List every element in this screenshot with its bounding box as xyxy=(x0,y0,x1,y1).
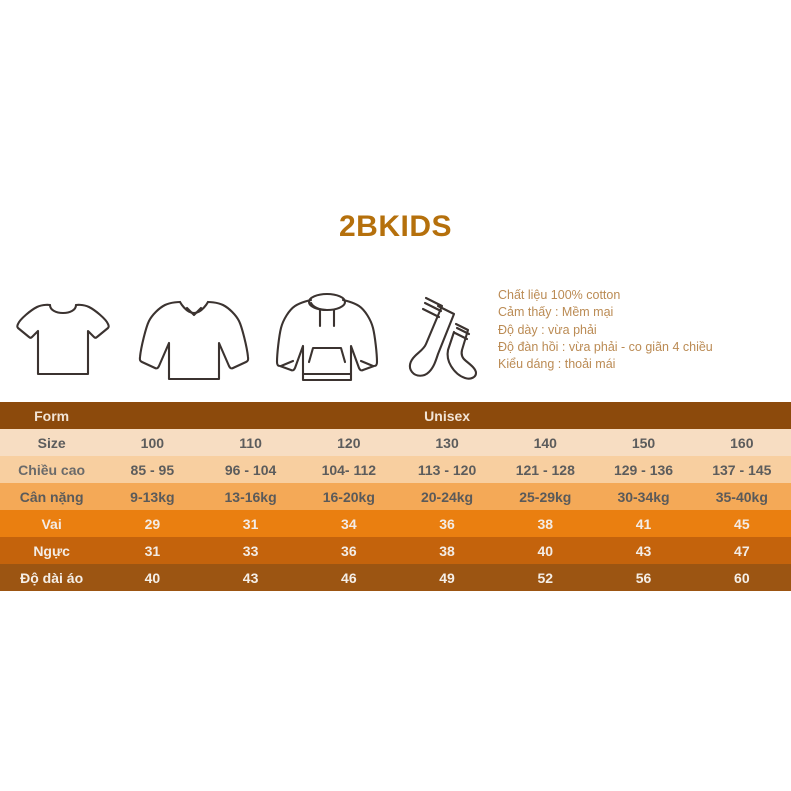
cell-height-0: 85 - 95 xyxy=(103,456,202,483)
cell-size-0: 100 xyxy=(103,429,202,456)
fabric-spec-elasticity: Độ đàn hồi : vừa phải - co giãn 4 chiều xyxy=(498,339,713,354)
fabric-spec-feel: Cảm thấy : Mềm mại xyxy=(498,305,614,320)
cell-shoulder-0: 29 xyxy=(103,510,202,537)
table-row-form: Form Unisex xyxy=(0,402,791,429)
socks-icon xyxy=(404,294,488,389)
long-sleeve-shirt-icon xyxy=(138,291,250,392)
cell-length-1: 43 xyxy=(201,564,300,591)
cell-height-6: 137 - 145 xyxy=(692,456,791,483)
hoodie-icon xyxy=(275,288,379,395)
fabric-spec-list: Chất liệu 100% cotton Cảm thấy : Mềm mại… xyxy=(498,287,791,373)
cell-height-3: 113 - 120 xyxy=(397,456,497,483)
cell-height-4: 121 - 128 xyxy=(496,456,595,483)
table-row-shoulder: Vai 29 31 34 36 38 41 45 xyxy=(0,510,791,537)
cell-weight-6: 35-40kg xyxy=(692,483,791,510)
form-value-unisex: Unisex xyxy=(103,402,791,429)
cell-chest-3: 38 xyxy=(397,537,497,564)
cell-size-2: 120 xyxy=(299,429,398,456)
row-label-size: Size xyxy=(0,429,104,456)
fabric-spec-fit: Kiểu dáng : thoải mái xyxy=(498,357,616,372)
cell-size-3: 130 xyxy=(397,429,497,456)
size-chart-table: Form Unisex Size 100 110 120 130 140 150… xyxy=(0,402,791,591)
fabric-spec-thickness: Độ dày : vừa phải xyxy=(498,322,597,337)
cell-shoulder-5: 41 xyxy=(594,510,693,537)
cell-shoulder-3: 36 xyxy=(397,510,497,537)
cell-chest-0: 31 xyxy=(103,537,202,564)
cell-shoulder-6: 45 xyxy=(692,510,791,537)
tshirt-icon xyxy=(13,293,113,390)
cell-size-5: 150 xyxy=(594,429,693,456)
cell-size-4: 140 xyxy=(496,429,595,456)
fabric-spec-material: Chất liệu 100% cotton xyxy=(498,288,621,302)
table-row-height: Chiều cao 85 - 95 96 - 104 104- 112 113 … xyxy=(0,456,791,483)
cell-height-1: 96 - 104 xyxy=(201,456,300,483)
cell-weight-5: 30-34kg xyxy=(594,483,693,510)
row-label-height: Chiều cao xyxy=(0,456,104,483)
table-row-size: Size 100 110 120 130 140 150 160 xyxy=(0,429,791,456)
cell-chest-2: 36 xyxy=(299,537,398,564)
form-label: Form xyxy=(0,402,104,429)
row-label-length: Độ dài áo xyxy=(0,564,104,591)
table-row-weight: Cân nặng 9-13kg 13-16kg 16-20kg 20-24kg … xyxy=(0,483,791,510)
cell-shoulder-4: 38 xyxy=(496,510,595,537)
cell-length-6: 60 xyxy=(692,564,791,591)
row-label-weight: Cân nặng xyxy=(0,483,104,510)
cell-shoulder-2: 34 xyxy=(299,510,398,537)
cell-chest-6: 47 xyxy=(692,537,791,564)
cell-weight-4: 25-29kg xyxy=(496,483,595,510)
cell-chest-5: 43 xyxy=(594,537,693,564)
garment-icon-strip xyxy=(0,286,500,396)
cell-length-3: 49 xyxy=(397,564,497,591)
cell-shoulder-1: 31 xyxy=(201,510,300,537)
cell-weight-1: 13-16kg xyxy=(201,483,300,510)
table-row-length: Độ dài áo 40 43 46 49 52 56 60 xyxy=(0,564,791,591)
cell-weight-0: 9-13kg xyxy=(103,483,202,510)
cell-length-4: 52 xyxy=(496,564,595,591)
cell-height-5: 129 - 136 xyxy=(594,456,693,483)
row-label-chest: Ngực xyxy=(0,537,104,564)
cell-length-5: 56 xyxy=(594,564,693,591)
cell-weight-2: 16-20kg xyxy=(299,483,398,510)
cell-size-1: 110 xyxy=(201,429,300,456)
cell-height-2: 104- 112 xyxy=(299,456,398,483)
cell-weight-3: 20-24kg xyxy=(397,483,497,510)
row-label-shoulder: Vai xyxy=(0,510,104,537)
cell-size-6: 160 xyxy=(692,429,791,456)
cell-length-0: 40 xyxy=(103,564,202,591)
table-row-chest: Ngực 31 33 36 38 40 43 47 xyxy=(0,537,791,564)
cell-length-2: 46 xyxy=(299,564,398,591)
cell-chest-1: 33 xyxy=(201,537,300,564)
cell-chest-4: 40 xyxy=(496,537,595,564)
page-title: 2BKIDS xyxy=(338,210,453,243)
